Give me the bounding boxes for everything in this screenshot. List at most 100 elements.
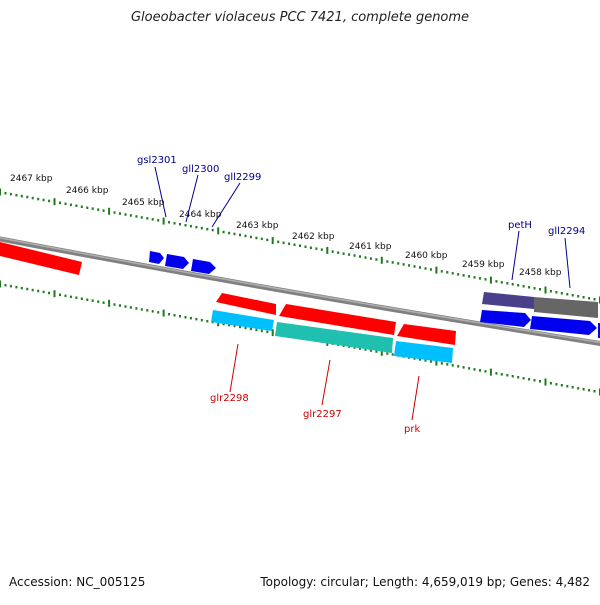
minor-tick	[473, 368, 476, 371]
major-tick	[108, 299, 111, 307]
minor-tick	[446, 363, 449, 366]
minor-tick	[451, 364, 454, 367]
minor-tick	[64, 202, 67, 206]
minor-tick	[200, 318, 203, 322]
label-petH[interactable]: petH	[508, 220, 532, 231]
gene-left-edge[interactable]	[0, 242, 82, 275]
minor-tick	[468, 275, 471, 278]
minor-tick	[359, 347, 361, 350]
minor-tick	[522, 377, 525, 380]
minor-tick	[582, 388, 585, 391]
minor-tick	[129, 306, 132, 309]
minor-tick	[506, 282, 509, 285]
minor-tick	[4, 192, 7, 195]
minor-tick	[140, 216, 143, 219]
minor-tick	[200, 226, 203, 230]
minor-tick	[239, 233, 241, 237]
pointer-gsl2301	[154, 166, 167, 218]
minor-tick	[97, 300, 100, 303]
minor-tick	[320, 248, 323, 251]
label-gll2299[interactable]: gll2299	[224, 172, 261, 183]
minor-tick	[233, 324, 236, 328]
minor-tick	[429, 360, 432, 363]
major-tick	[0, 280, 1, 288]
minor-tick	[37, 289, 40, 293]
minor-tick	[495, 372, 498, 375]
minor-tick	[549, 382, 552, 385]
gene-gll2294b[interactable]	[530, 316, 597, 335]
minor-tick	[588, 389, 591, 392]
minor-tick	[26, 195, 29, 199]
minor-tick	[86, 206, 89, 209]
label-gsl2301[interactable]: gsl2301	[137, 155, 177, 166]
minor-tick	[244, 326, 247, 330]
minor-tick	[560, 384, 563, 387]
minor-tick	[119, 304, 121, 307]
gene-gsl2301[interactable]	[149, 251, 164, 264]
gene-gll2300[interactable]	[165, 254, 189, 269]
tick-label: 2462 kbp	[292, 232, 335, 242]
gene-glr2298-cds[interactable]	[216, 293, 276, 315]
minor-tick	[244, 234, 247, 238]
gene-glr2297[interactable]	[275, 322, 393, 353]
minor-tick	[266, 330, 269, 334]
minor-tick	[593, 298, 596, 301]
minor-tick	[457, 365, 460, 368]
minor-tick	[424, 359, 427, 362]
label-glr2297[interactable]: glr2297	[303, 409, 342, 420]
gene-prk-cds[interactable]	[397, 324, 456, 345]
minor-tick	[446, 271, 449, 274]
minor-tick	[135, 307, 138, 310]
major-tick	[271, 329, 274, 337]
minor-tick	[440, 362, 443, 365]
minor-tick	[184, 224, 187, 227]
minor-tick	[69, 203, 72, 207]
minor-tick	[173, 314, 176, 317]
minor-tick	[75, 204, 78, 207]
major-tick	[53, 290, 56, 298]
minor-tick	[566, 385, 569, 388]
minor-tick	[299, 244, 301, 247]
gene-petH[interactable]	[482, 292, 534, 309]
gene-gll2294[interactable]	[480, 310, 531, 327]
gene-gll2299[interactable]	[191, 259, 216, 274]
minor-tick	[364, 256, 367, 259]
minor-tick	[391, 261, 394, 264]
minor-tick	[179, 223, 181, 226]
minor-tick	[26, 287, 29, 291]
minor-tick	[539, 380, 541, 383]
minor-tick	[211, 228, 214, 232]
minor-tick	[15, 193, 18, 197]
minor-tick	[59, 293, 61, 297]
minor-tick	[402, 263, 405, 266]
major-tick	[489, 368, 492, 376]
minor-tick	[484, 370, 487, 373]
label-gll2300[interactable]: gll2300	[182, 164, 219, 175]
label-prk[interactable]: prk	[404, 424, 420, 435]
minor-tick	[560, 292, 563, 295]
minor-tick	[577, 387, 580, 390]
major-tick	[544, 378, 547, 386]
minor-tick	[140, 308, 143, 311]
reverse-strand-features	[149, 251, 600, 338]
tick-labels: 2467 kbp 2466 kbp 2465 kbp 2464 kbp 2463…	[10, 174, 562, 278]
major-tick	[435, 358, 438, 366]
minor-tick	[75, 296, 78, 299]
gene-glr2297-cds[interactable]	[279, 304, 396, 335]
gene-glr2298[interactable]	[211, 310, 274, 331]
outer-tick-ring	[0, 188, 600, 304]
gene-prk[interactable]	[394, 341, 453, 363]
genome-backbone-highlight	[0, 237, 600, 344]
major-tick	[108, 207, 111, 215]
minor-tick	[517, 376, 520, 379]
genome-backbone	[0, 236, 600, 346]
label-glr2298[interactable]: glr2298	[210, 393, 249, 404]
tick-label: 2466 kbp	[66, 186, 109, 196]
minor-tick	[348, 253, 351, 256]
major-tick	[271, 237, 274, 245]
tick-label: 2464 kbp	[179, 210, 222, 220]
minor-tick	[342, 252, 345, 255]
minor-tick	[277, 240, 280, 244]
label-gll2294[interactable]: gll2294	[548, 226, 585, 237]
minor-tick	[375, 350, 378, 353]
